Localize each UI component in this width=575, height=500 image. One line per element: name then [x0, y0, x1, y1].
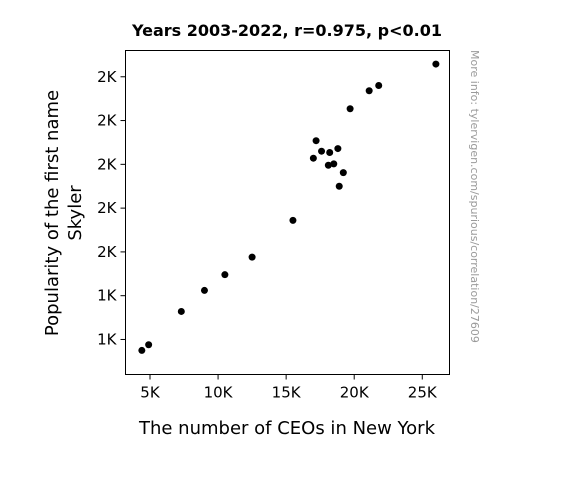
y-tick-label: 2K — [97, 68, 118, 86]
data-point — [432, 60, 440, 68]
data-point — [200, 286, 208, 294]
data-point — [330, 160, 338, 168]
y-tick-label: 2K — [97, 199, 118, 217]
y-tick-label: 2K — [97, 243, 118, 261]
data-point — [324, 161, 332, 169]
data-points — [138, 60, 440, 354]
data-point — [312, 137, 320, 145]
data-point — [335, 182, 343, 190]
data-point — [346, 105, 354, 113]
data-point — [138, 346, 146, 354]
data-point — [248, 253, 256, 261]
y-tick-label: 1K — [97, 287, 118, 305]
x-tick-label: 25K — [408, 384, 438, 402]
data-point — [334, 145, 342, 153]
chart-title: Years 2003-2022, r=0.975, p<0.01 — [131, 21, 442, 40]
y-tick-label: 1K — [97, 330, 118, 348]
y-axis-label-line-1: Popularity of the first name — [42, 90, 63, 336]
data-point — [177, 307, 185, 315]
data-point — [365, 87, 373, 95]
y-axis: 1K 1K 2K 2K 2K 2K 2K — [97, 68, 126, 348]
data-point — [375, 82, 383, 90]
data-point — [326, 149, 334, 157]
data-point — [145, 341, 153, 349]
data-point — [289, 216, 297, 224]
x-tick-label: 10K — [204, 384, 234, 402]
data-point — [339, 169, 347, 177]
y-axis-label-line-2: Skyler — [65, 185, 86, 241]
x-axis-label: The number of CEOs in New York — [138, 418, 436, 439]
data-point — [309, 154, 317, 162]
y-tick-label: 2K — [97, 112, 118, 130]
plot-frame — [125, 50, 450, 375]
y-axis-label: Popularity of the first name Skyler — [42, 90, 86, 336]
data-point — [221, 271, 229, 279]
data-point — [318, 147, 326, 155]
source-watermark: More info: tylervigen.com/spurious/corre… — [468, 50, 481, 343]
x-axis: 5K 10K 15K 20K 25K — [140, 374, 438, 402]
x-tick-label: 20K — [340, 384, 370, 402]
x-tick-label: 15K — [272, 384, 302, 402]
y-tick-label: 2K — [97, 155, 118, 173]
x-tick-label: 5K — [140, 384, 161, 402]
